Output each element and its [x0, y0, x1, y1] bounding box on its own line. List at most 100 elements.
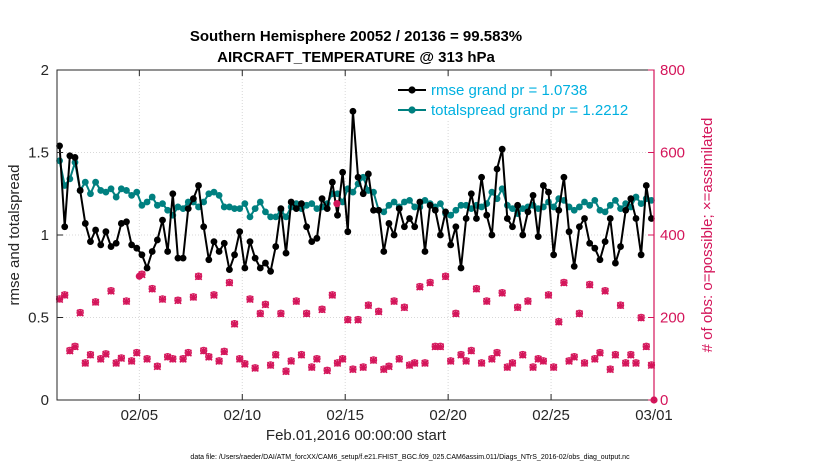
rmse-point: [591, 244, 599, 252]
obs-assimilated-point: [313, 355, 321, 363]
y-axis-left: 0 0.5 1 1.5 2: [28, 62, 63, 409]
obs-assimilated-point: [102, 350, 110, 358]
obs-assimilated-point: [596, 349, 604, 357]
rmse-point: [195, 182, 202, 189]
rmse-point: [308, 238, 316, 246]
totalspread-point: [236, 205, 244, 213]
rmse-point: [632, 215, 640, 222]
obs-assimilated-point: [241, 360, 249, 368]
y-tick-right-label: 200: [660, 310, 685, 327]
rmse-point: [437, 231, 444, 239]
rmse-point: [328, 178, 336, 186]
totalspread-point: [478, 203, 485, 211]
obs-assimilated-point: [266, 361, 275, 370]
rmse-point: [565, 228, 573, 236]
rmse-point: [488, 231, 496, 239]
obs-assimilated-point: [616, 301, 625, 310]
obs-assimilated-point: [133, 349, 141, 357]
x-tick-label: 02/05: [121, 407, 159, 424]
obs-assimilated-point: [642, 343, 651, 351]
totalspread-point: [179, 205, 187, 213]
x-axis-label: Feb.01,2016 00:00:00 start: [266, 427, 447, 444]
obs-assimilated-point: [395, 355, 404, 363]
obs-assimilated-point: [488, 355, 496, 363]
rmse-point: [179, 254, 187, 262]
legend-spread-label: totalspread grand pr = 1.2212: [431, 102, 628, 119]
chart-title: Southern Hemisphere 20052 / 20136 = 99.5…: [190, 28, 522, 45]
obs-assimilated-point: [575, 310, 584, 318]
totalspread-point: [205, 190, 213, 198]
obs-assimilated-point: [482, 297, 491, 306]
obs-assimilated-point: [446, 357, 455, 365]
rmse-point: [81, 220, 89, 227]
rmse-point: [534, 233, 542, 241]
rmse-point: [76, 187, 84, 194]
totalspread-point: [97, 187, 105, 194]
rmse-point: [416, 198, 424, 206]
y-tick-right-label: 800: [660, 62, 685, 79]
rmse-point: [411, 223, 419, 231]
rmse-point: [87, 238, 94, 246]
rmse-point: [586, 239, 594, 247]
obs-assimilated-point: [302, 310, 311, 318]
totalspread-point: [519, 205, 527, 213]
y-axis-label: rmse and totalspread: [6, 165, 23, 306]
y-tick-label: 0.5: [28, 310, 49, 327]
obs-assimilated-point: [591, 355, 599, 363]
rmse-point: [102, 228, 110, 236]
totalspread-point: [632, 193, 640, 201]
totalspread-point: [81, 178, 89, 186]
rmse-point: [473, 215, 480, 222]
obs-assimilated-point: [225, 279, 234, 287]
totalspread-point: [153, 201, 161, 209]
obs-assimilated-point: [549, 363, 558, 372]
rmse-point: [503, 215, 511, 222]
obs-assimilated-point: [282, 367, 290, 376]
rmse-point: [457, 264, 465, 272]
rmse-point: [61, 223, 69, 231]
obs-assimilated-point: [611, 351, 620, 359]
obs-assimilated-point: [369, 356, 378, 365]
rmse-point: [514, 201, 522, 209]
obs-assimilated-point: [215, 357, 223, 365]
obs-assimilated-point: [560, 279, 568, 287]
totalspread-point: [87, 190, 94, 198]
obs-assimilated-point: [555, 318, 563, 326]
rmse-point: [421, 248, 429, 255]
rmse-point: [375, 206, 383, 214]
obs-assimilated-point: [60, 291, 69, 299]
obs-assimilated-point: [390, 297, 398, 306]
y-tick-label: 1: [41, 227, 49, 244]
totalspread-point: [457, 201, 465, 209]
obs-assimilated-point: [585, 281, 594, 289]
totalspread-point: [359, 173, 367, 181]
obs-assimilated-point: [580, 359, 589, 368]
obs-assimilated-point: [256, 310, 265, 318]
obs-assimilated-point: [194, 272, 203, 281]
rmse-point: [287, 198, 295, 206]
obs-assimilated-point: [632, 359, 640, 368]
totalspread-point: [570, 206, 578, 214]
rmse-point: [138, 251, 146, 259]
rmse-point: [349, 107, 357, 115]
rmse-point: [395, 205, 403, 213]
obs-assimilated-point: [539, 357, 548, 365]
totalspread-point: [437, 200, 444, 208]
obs-assimilated-point: [524, 297, 532, 306]
rmse-point: [498, 145, 506, 153]
totalspread-point: [390, 198, 398, 206]
legend-rmse-label: rmse grand pr = 1.0738: [431, 82, 587, 99]
totalspread-point: [138, 201, 146, 209]
rmse-line: [58, 110, 653, 273]
highlight-point: [135, 272, 143, 280]
totalspread-point: [102, 188, 110, 196]
highlight-point: [333, 200, 341, 208]
obs-assimilated-point: [220, 347, 229, 356]
totalspread-point: [210, 188, 218, 196]
rmse-point: [262, 259, 269, 267]
y-tick-label: 2: [41, 62, 49, 79]
rmse-point: [524, 208, 532, 216]
totalspread-point: [637, 200, 645, 208]
rmse-point: [612, 259, 619, 267]
